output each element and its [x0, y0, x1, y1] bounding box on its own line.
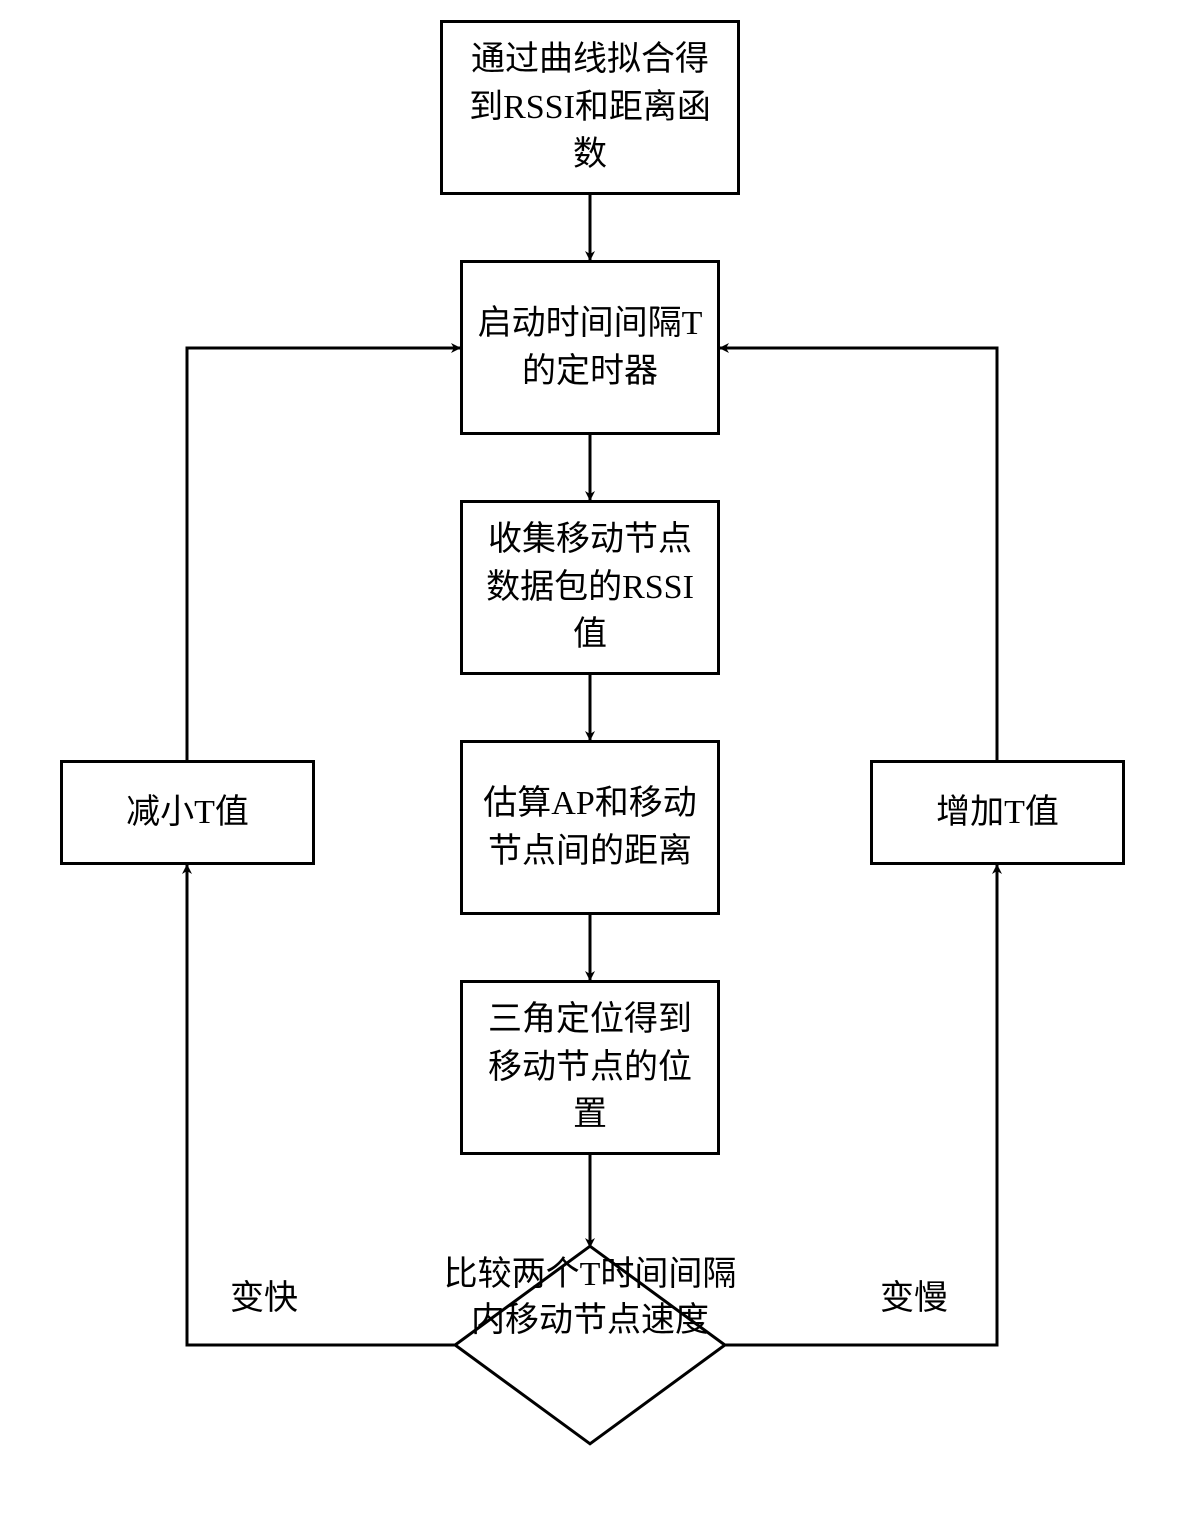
node-collect-rssi-label: 收集移动节点数据包的RSSI值: [475, 516, 705, 659]
edge-label-faster: 变快: [230, 1270, 298, 1319]
node-estimate-distance: 估算AP和移动节点间的距离: [460, 740, 720, 915]
node-triangulate-label: 三角定位得到移动节点的位置: [475, 996, 705, 1139]
node-curve-fit: 通过曲线拟合得到RSSI和距离函数: [440, 20, 740, 195]
edge-label-slower: 变慢: [880, 1270, 948, 1319]
node-decrease-t-label: 减小T值: [75, 789, 300, 837]
node-estimate-distance-label: 估算AP和移动节点间的距离: [475, 780, 705, 875]
decision-compare-speed-label: 比较两个T时间间隔内移动节点速度: [430, 1252, 750, 1344]
node-start-timer: 启动时间间隔T的定时器: [460, 260, 720, 435]
node-increase-t: 增加T值: [870, 760, 1125, 865]
node-start-timer-label: 启动时间间隔T的定时器: [475, 300, 705, 395]
node-increase-t-label: 增加T值: [885, 789, 1110, 837]
node-decrease-t: 减小T值: [60, 760, 315, 865]
node-triangulate: 三角定位得到移动节点的位置: [460, 980, 720, 1155]
node-collect-rssi: 收集移动节点数据包的RSSI值: [460, 500, 720, 675]
node-curve-fit-label: 通过曲线拟合得到RSSI和距离函数: [455, 36, 725, 179]
